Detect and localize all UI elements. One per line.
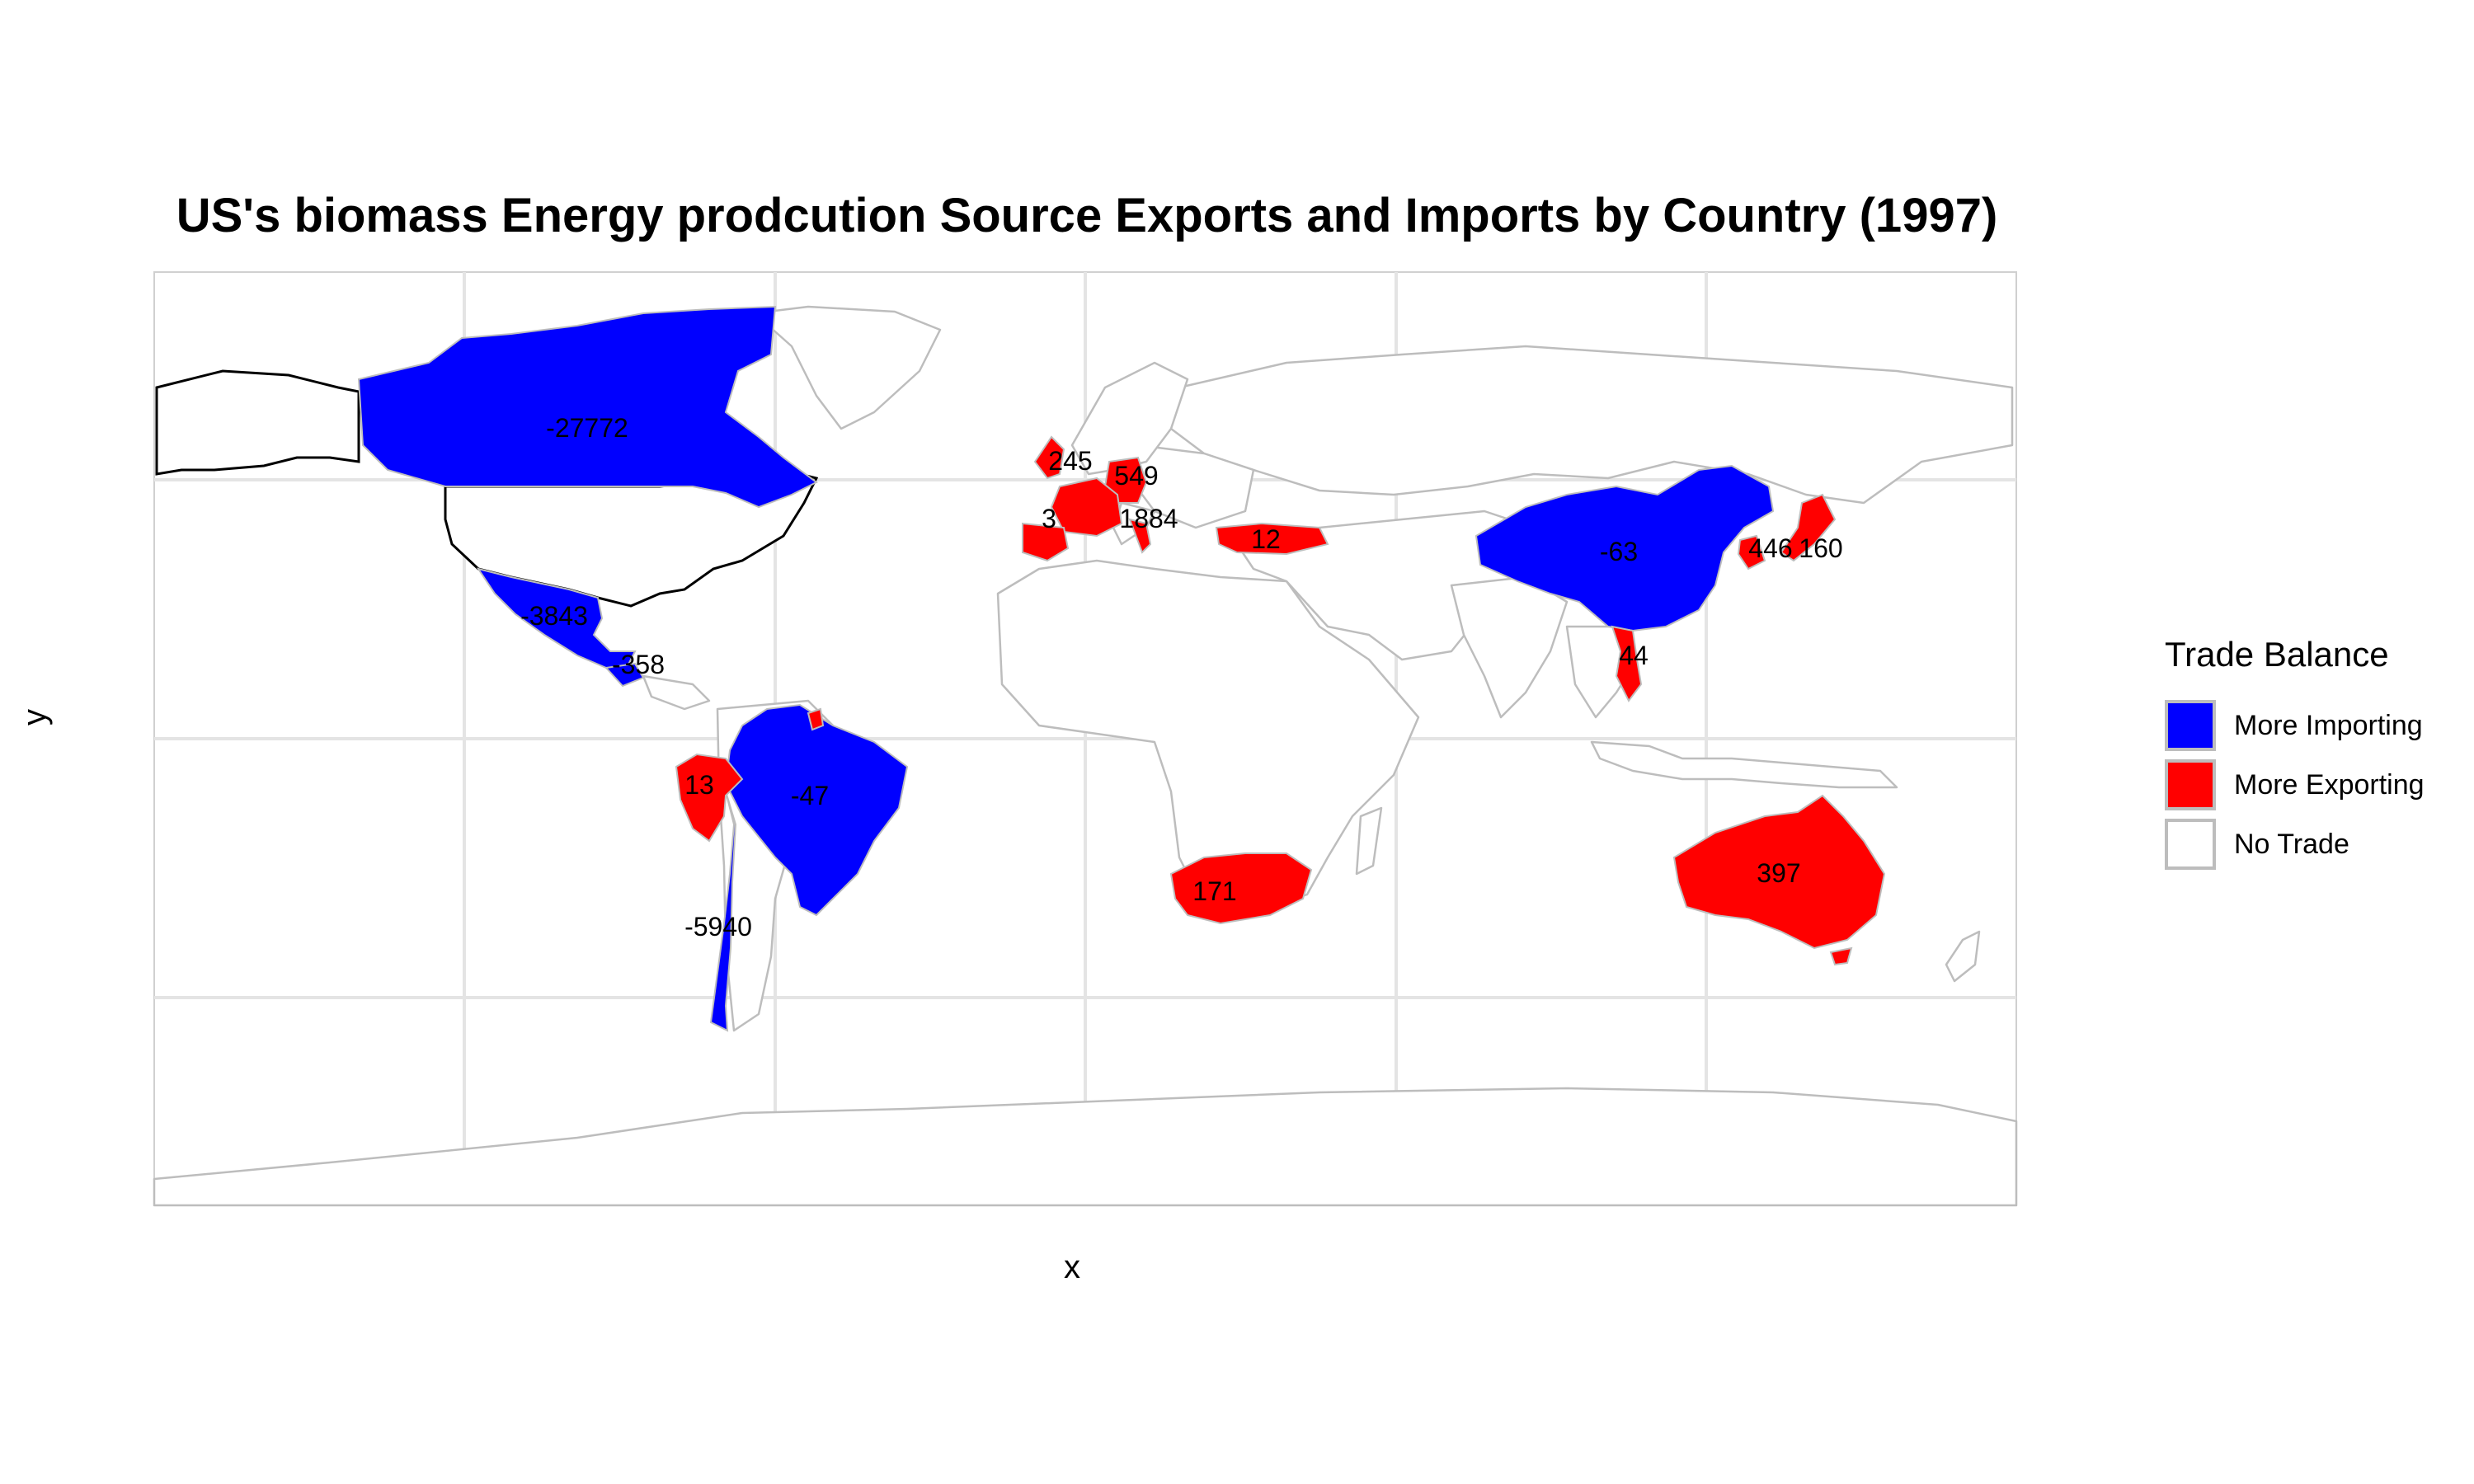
canada-shape [357, 305, 818, 509]
label-mexico: -3843 [520, 601, 588, 631]
legend-label-exporting: More Exporting [2234, 768, 2425, 801]
alaska-shape [155, 369, 360, 476]
brazil-shape [724, 703, 909, 917]
legend-swatch-importing [2165, 700, 2216, 751]
legend-item-importing: More Importing [2165, 696, 2425, 755]
north-south-america-link-shape [642, 674, 711, 711]
scandinavia-shape [1070, 361, 1189, 476]
legend-item-exporting: More Exporting [2165, 755, 2425, 815]
map-title: US's biomass Energy prodcution Source Ex… [176, 189, 1998, 242]
peru-shape [675, 753, 744, 843]
x-axis-label: x [1064, 1249, 1080, 1285]
madagascar-shape [1355, 806, 1383, 876]
value-labels: -27772 -3843 -358 -47 13 -5940 245 549 3… [520, 413, 1843, 942]
label-france: 1884 [1119, 504, 1178, 533]
legend-item-no-trade: No Trade [2165, 815, 2425, 874]
importing-countries [357, 305, 1775, 1032]
label-south-africa: 171 [1192, 876, 1236, 906]
indonesia-shape [1590, 740, 1898, 789]
world-map: -27772 -3843 -358 -47 13 -5940 245 549 3… [153, 271, 2018, 1207]
france-shape [1050, 477, 1123, 538]
label-south-korea: 446 [1748, 533, 1792, 563]
label-uk: 245 [1048, 446, 1092, 476]
australia-shape [1672, 794, 1886, 950]
spain-shape [1022, 522, 1070, 562]
uk-shape [1033, 435, 1065, 480]
guatemala-shape [604, 662, 645, 688]
legend-label-importing: More Importing [2234, 709, 2423, 741]
greater-russia-shape [1169, 345, 2014, 505]
label-spain: 3 [1042, 504, 1056, 533]
label-guatemala: -358 [612, 650, 665, 679]
legend: Trade Balance More Importing More Export… [2165, 635, 2425, 874]
label-china: -63 [1600, 537, 1638, 566]
exporting-countries [675, 435, 1886, 966]
italy-red-shape [1128, 518, 1152, 554]
vietnam-shape [1611, 625, 1643, 702]
y-axis-label: y [16, 709, 53, 726]
turkey-shape [1215, 522, 1329, 556]
africa-shape [996, 559, 1420, 909]
chile-shape [709, 791, 737, 1032]
legend-label-no-trade: No Trade [2234, 828, 2349, 860]
label-chile: -5940 [684, 912, 752, 942]
label-japan: 160 [1799, 533, 1842, 563]
antarctica-shape [153, 1087, 2018, 1207]
label-canada: -27772 [546, 413, 628, 443]
label-peru: 13 [684, 770, 714, 800]
tasmania-shape [1829, 946, 1853, 966]
label-turkey: 12 [1251, 524, 1281, 554]
south-africa-shape [1169, 852, 1313, 925]
guiana-shape [807, 707, 825, 731]
label-australia: 397 [1757, 858, 1800, 888]
mexico-shape [476, 567, 637, 669]
label-vietnam: 44 [1619, 641, 1649, 670]
legend-swatch-exporting [2165, 759, 2216, 810]
label-germany: 549 [1114, 461, 1158, 491]
legend-swatch-no-trade [2165, 819, 2216, 870]
label-brazil: -47 [791, 781, 829, 810]
legend-title: Trade Balance [2165, 635, 2389, 674]
new-zealand-shape [1945, 930, 1981, 983]
japan-shape [1780, 493, 1837, 562]
china-shape [1475, 464, 1775, 632]
greenland-shape [753, 305, 942, 430]
korea-shape [1737, 534, 1766, 571]
